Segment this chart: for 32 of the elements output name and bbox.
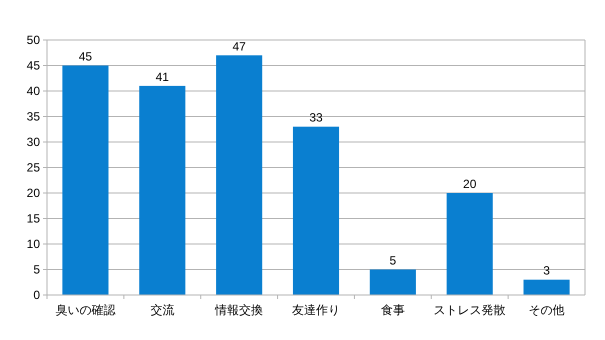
y-tick-label: 25	[26, 160, 40, 174]
y-tick-label: 30	[26, 135, 40, 149]
bar	[62, 66, 108, 295]
y-tick-label: 15	[26, 212, 40, 226]
y-tick-label: 50	[26, 33, 40, 47]
y-tick-label: 45	[26, 58, 40, 72]
data-label: 47	[232, 39, 246, 54]
data-label: 33	[309, 110, 323, 125]
bar	[216, 55, 262, 295]
data-label: 20	[463, 177, 477, 191]
x-tick-label: 情報交換	[214, 303, 264, 317]
x-tick-label: ストレス発散	[434, 303, 506, 317]
x-tick-label: その他	[528, 303, 565, 317]
bar	[524, 280, 570, 295]
x-tick-label: 友達作り	[292, 303, 340, 317]
y-tick-label: 40	[26, 84, 40, 98]
x-tick-label: 食事	[380, 303, 405, 317]
x-tick-label: 臭いの確認	[55, 303, 116, 317]
data-label: 45	[78, 50, 92, 64]
data-label: 5	[390, 254, 397, 268]
data-label: 3	[543, 264, 550, 278]
bar	[292, 126, 340, 295]
bar	[446, 193, 493, 295]
bar	[370, 270, 416, 295]
y-tick-label: 35	[26, 110, 40, 124]
y-tick-label: 20	[26, 186, 40, 200]
bar	[139, 86, 186, 295]
y-tick-label: 10	[26, 237, 40, 251]
y-tick-label: 5	[33, 262, 40, 276]
x-tick-label: 交流	[150, 303, 174, 317]
y-tick-label: 0	[33, 288, 40, 302]
data-label: 41	[156, 70, 170, 84]
